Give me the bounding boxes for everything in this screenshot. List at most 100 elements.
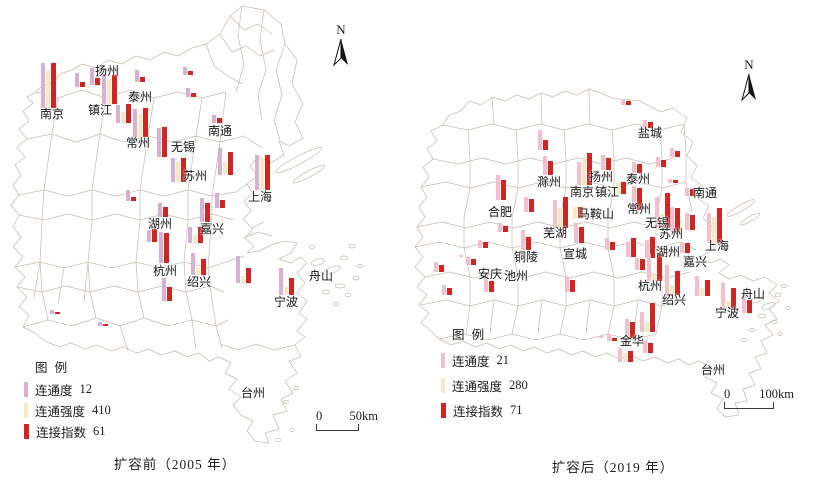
city-label-上海: 上海 (704, 239, 730, 253)
index-bar (563, 197, 568, 228)
bars-镇江 (102, 74, 117, 104)
index-bar (690, 215, 695, 230)
legend-label: 连接指数 (453, 404, 504, 419)
strength-bar (652, 273, 656, 281)
strength-bar (623, 353, 627, 362)
bar-group (656, 157, 666, 167)
bars-杭州 (647, 253, 662, 281)
connectivity-bar (618, 348, 622, 362)
legend-value: 21 (496, 352, 510, 367)
connectivity-bar (625, 319, 629, 338)
bar-group (635, 258, 645, 270)
city-label-镇江: 镇江 (87, 103, 113, 117)
index-bar (246, 268, 251, 283)
index-bar (181, 158, 186, 182)
bar-group (459, 255, 463, 257)
bars-南通 (685, 188, 695, 196)
index-bar (228, 152, 233, 175)
bar-group (186, 88, 196, 97)
connectivity-bar (524, 197, 528, 212)
index-bar (626, 101, 631, 105)
connectivity-bar (116, 105, 120, 123)
bar-group (162, 278, 172, 301)
bars-安庆 (466, 257, 476, 265)
connectivity-bar (159, 232, 163, 263)
bars-无锡 (157, 127, 167, 157)
index-bar (220, 200, 225, 208)
bars-绍兴 (665, 265, 680, 295)
scale-start: 0 (724, 387, 731, 401)
bars-嘉兴 (680, 242, 690, 253)
connectivity-bar (279, 268, 283, 295)
index-bar (650, 303, 655, 332)
index-bar (162, 127, 167, 157)
city-label-苏州: 苏州 (658, 227, 684, 241)
bars-镇江 (616, 182, 626, 194)
bars-宁波 (279, 268, 294, 295)
index-swatch (441, 402, 446, 418)
scale-bar-after: 0 100km (724, 388, 794, 409)
index-bar (650, 237, 655, 258)
city-label-杭州: 杭州 (637, 279, 663, 293)
strength-bar (700, 288, 704, 296)
connectivity-bar (466, 257, 470, 265)
index-bar (198, 227, 203, 243)
city-label-镇江: 镇江 (594, 185, 620, 199)
index-bar (188, 71, 193, 75)
index-bar (112, 75, 117, 104)
bars-湖州 (158, 203, 168, 217)
connectivity-swatch (441, 352, 445, 368)
connectivity-bar (680, 242, 684, 253)
north-arrow-after: N (739, 58, 759, 107)
bars-苏州 (171, 158, 186, 182)
strength-bar (645, 322, 649, 332)
connectivity-bar (157, 128, 161, 157)
connectivity-bar (670, 148, 674, 157)
connectivity-bar (133, 109, 137, 137)
index-bar (265, 155, 270, 190)
city-label-马鞍山: 马鞍山 (577, 207, 615, 221)
index-bar (217, 118, 222, 123)
bars-嘉兴 (200, 198, 210, 222)
connectivity-bar (643, 120, 647, 128)
city-label-苏州: 苏州 (182, 169, 208, 183)
scale-bracket (316, 424, 359, 431)
legend-label: 连通度 (35, 383, 73, 398)
city-label-嘉兴: 嘉兴 (199, 222, 225, 236)
bars-扬州 (90, 68, 100, 85)
index-bar (447, 288, 452, 295)
connectivity-bar (577, 162, 581, 185)
legend-item-connectivity: 连通度 12 (24, 381, 111, 398)
bars-湖州 (645, 237, 655, 258)
north-letter: N (336, 22, 346, 37)
index-bar (103, 324, 108, 326)
legend-title: 图 例 (452, 328, 487, 342)
city-label-南通: 南通 (692, 186, 718, 200)
bars-南通 (212, 115, 222, 123)
city-label-合肥: 合肥 (487, 205, 513, 219)
index-bar (661, 160, 666, 167)
index-bar (289, 278, 294, 295)
city-label-舟山: 舟山 (308, 269, 334, 283)
bar-group (442, 285, 452, 295)
connectivity-bar (707, 213, 711, 243)
connectivity-bar (188, 227, 192, 243)
index-bar (471, 259, 476, 265)
connectivity-bar (670, 207, 674, 232)
connectivity-bar (574, 223, 578, 243)
connectivity-bar (135, 70, 139, 82)
bar-group (605, 238, 615, 250)
city-label-宁波: 宁波 (714, 306, 740, 320)
connectivity-bar (126, 190, 130, 201)
index-bar (140, 77, 145, 82)
legend-value: 61 (93, 423, 106, 438)
connectivity-bar (635, 258, 639, 270)
connectivity-bar (632, 186, 636, 210)
bars-扬州 (601, 155, 611, 170)
bar-group (218, 148, 233, 175)
index-bar (747, 300, 752, 313)
strength-bar (573, 207, 577, 218)
bars-常州 (133, 108, 148, 137)
strength-bar (196, 268, 200, 275)
